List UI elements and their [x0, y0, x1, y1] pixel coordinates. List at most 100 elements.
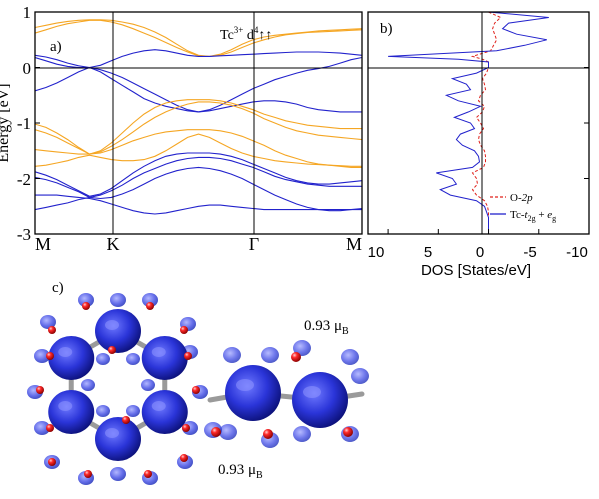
x-tick-label-dos: 5	[424, 244, 432, 261]
legend-label-tc: Tc-t2g + eg	[510, 209, 556, 223]
spin-lobe	[293, 426, 311, 442]
tc-spin-highlight	[151, 347, 166, 357]
oxygen-atom	[144, 470, 152, 478]
band-lines	[35, 19, 362, 215]
x-tick-label-dos: 0	[476, 244, 484, 261]
x-tick-label-dos: -10	[566, 244, 588, 261]
band-line	[35, 101, 362, 155]
spin-lobe	[78, 293, 94, 307]
y-tick-marks	[35, 11, 40, 235]
x-axis-title-dos: DOS [States/eV]	[421, 262, 531, 279]
x-tick-label: K	[107, 234, 120, 254]
spin-lobe	[40, 315, 56, 329]
spin-lobe	[261, 347, 279, 363]
tc-spin-highlight	[105, 428, 119, 438]
oxygen-atom	[182, 424, 190, 432]
y-tick-marks-dos	[387, 11, 590, 235]
panel-c-label: c)	[52, 280, 64, 296]
panel-a: a) Tc3+ d4↑↑ 1 0 -1 -2 -3 Energy [eV] M …	[0, 3, 363, 254]
legend-label-o2p: O-2p	[510, 192, 533, 204]
oxygen-atom	[84, 470, 92, 478]
spin-lobe	[341, 349, 359, 365]
y-axis-title: Energy [eV]	[0, 83, 12, 162]
oxygen-atom	[343, 427, 353, 437]
y-tick-label: 1	[23, 3, 32, 22]
spin-annotation: Tc3+ d4↑↑	[220, 25, 272, 43]
x-tick-label-dos: 10	[368, 244, 385, 261]
tc-spin-density	[225, 365, 281, 421]
tc-spin-highlight	[58, 401, 73, 411]
spin-lobe	[96, 353, 110, 366]
tc-spin-density	[141, 390, 188, 434]
spin-density-side-view	[204, 340, 369, 448]
panel-b: b) 10 5 0 -5 -10 DOS [States/eV] O-2p Tc…	[367, 11, 590, 279]
moment-label-bottom: 0.93 μB	[218, 462, 263, 481]
band-line	[35, 194, 362, 215]
tc-spin-density	[292, 372, 348, 428]
spin-lobe	[34, 349, 50, 363]
panel-a-frame	[34, 11, 363, 235]
oxygen-atom	[48, 458, 56, 466]
tc-spin-highlight	[303, 386, 321, 398]
oxygen-atom	[184, 352, 192, 360]
x-tick-label: Γ	[249, 234, 259, 254]
band-line	[35, 99, 362, 155]
oxygen-atom	[180, 454, 188, 462]
y-tick-label: -1	[17, 114, 31, 133]
panel-b-frame	[367, 11, 590, 235]
oxygen-atom	[122, 416, 130, 424]
band-line	[35, 66, 362, 113]
panel-a-label: a)	[50, 39, 62, 55]
dos-line	[388, 12, 549, 234]
spin-lobe	[126, 353, 140, 366]
band-line	[35, 133, 362, 167]
y-tick-label: 0	[23, 59, 32, 78]
tc-spin-density	[95, 309, 141, 353]
x-tick-label: M	[35, 234, 51, 254]
dos-lines	[388, 12, 549, 234]
spin-density-hexagon-view	[27, 293, 208, 485]
spin-lobe	[293, 340, 311, 356]
band-line	[35, 49, 362, 69]
oxygen-atom	[48, 326, 56, 334]
band-line	[35, 19, 362, 57]
spin-lobe	[126, 404, 140, 417]
tc-spin-density	[95, 417, 141, 461]
oxygen-atom	[180, 326, 188, 334]
x-tick-label-dos: -5	[523, 244, 536, 261]
panel-b-label: b)	[380, 21, 393, 37]
oxygen-atom	[192, 386, 200, 394]
band-line	[35, 152, 362, 197]
spin-lobe	[81, 379, 95, 391]
panel-c: c) 0.93 μB 0.93 μB	[27, 280, 369, 485]
spin-lobe	[110, 467, 126, 481]
spin-lobe	[351, 368, 369, 384]
oxygen-atom	[291, 352, 301, 362]
oxygen-atom	[211, 427, 221, 437]
band-line	[35, 19, 362, 57]
spin-lobe	[34, 421, 50, 435]
oxygen-atom	[82, 302, 90, 310]
tc-spin-density	[48, 390, 95, 434]
oxygen-atom	[46, 424, 54, 432]
band-line	[35, 56, 362, 113]
oxygen-atom	[108, 346, 116, 354]
oxygen-atom	[263, 429, 273, 439]
y-tick-label: -3	[17, 225, 31, 244]
spin-lobe	[142, 293, 158, 307]
oxygen-atom	[46, 352, 54, 360]
spin-lobe	[96, 404, 110, 417]
tc-spin-highlight	[236, 379, 254, 391]
tc-spin-density	[48, 336, 95, 380]
y-tick-label: -2	[17, 170, 31, 189]
band-line	[35, 166, 362, 212]
dos-line	[470, 12, 502, 234]
spin-lobe	[110, 293, 126, 307]
tc-spin-highlight	[105, 320, 119, 330]
oxygen-atom	[146, 302, 154, 310]
x-tick-label: M	[346, 234, 362, 254]
tc-spin-highlight	[151, 401, 166, 411]
spin-lobe	[223, 347, 241, 363]
moment-label-top: 0.93 μB	[304, 318, 349, 337]
